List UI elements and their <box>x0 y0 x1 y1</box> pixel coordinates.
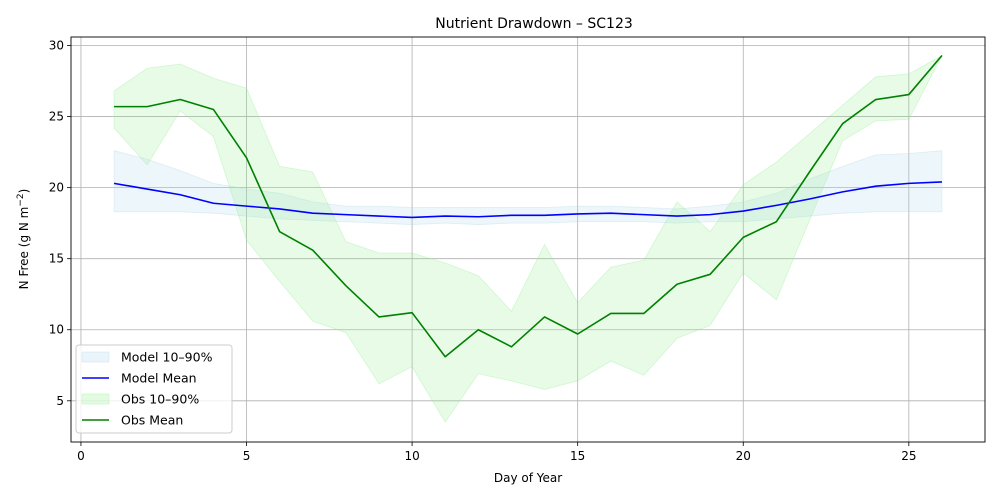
legend-label-model-10-90: Model 10–90% <box>121 350 213 365</box>
uncertainty-bands <box>113 54 943 423</box>
y-tick-label: 5 <box>56 394 64 408</box>
chart-title: Nutrient Drawdown – SC123 <box>435 16 633 32</box>
y-axis-ticks: 5 10 15 20 25 30 <box>49 39 71 408</box>
x-tick-label: 20 <box>736 449 751 463</box>
legend-items: Model 10–90% Model Mean Obs 10–90% Obs Mean <box>81 350 213 428</box>
x-axis-label: Day of Year <box>494 471 562 485</box>
obs-10-90-band <box>113 54 943 423</box>
model-10-90-band <box>113 150 943 225</box>
legend-label-obs-10-90: Obs 10–90% <box>121 392 199 407</box>
x-tick-label: 5 <box>243 449 251 463</box>
legend-label-model-mean: Model Mean <box>121 371 197 386</box>
y-tick-label: 30 <box>49 39 64 53</box>
legend-swatch-obs-10-90 <box>81 393 110 405</box>
y-tick-label: 25 <box>49 110 64 124</box>
model-mean-line <box>113 181 942 219</box>
obs-mean-line <box>114 54 943 358</box>
y-tick-label: 20 <box>49 181 64 195</box>
x-axis-ticks: 0 5 10 15 20 25 <box>77 442 916 463</box>
legend-label-obs-mean: Obs Mean <box>121 413 183 428</box>
y-axis-label: N Free (g N m−2) <box>16 189 31 290</box>
x-tick-label: 25 <box>901 449 916 463</box>
legend: Model 10–90% Model Mean Obs 10–90% Obs Mean <box>75 344 233 434</box>
y-axis-label-main: N Free (g N m <box>17 207 31 290</box>
x-tick-label: 10 <box>404 449 419 463</box>
x-tick-label: 15 <box>570 449 585 463</box>
legend-box <box>75 344 233 434</box>
y-axis-label-end: ) <box>17 189 31 194</box>
x-tick-label: 0 <box>77 449 85 463</box>
plot-frame <box>70 36 986 443</box>
y-axis-label-sup: −2 <box>16 193 26 206</box>
mean-lines <box>113 54 943 358</box>
y-tick-label: 15 <box>49 252 64 266</box>
y-tick-label: 10 <box>49 323 64 337</box>
legend-swatch-model-10-90 <box>81 351 110 363</box>
